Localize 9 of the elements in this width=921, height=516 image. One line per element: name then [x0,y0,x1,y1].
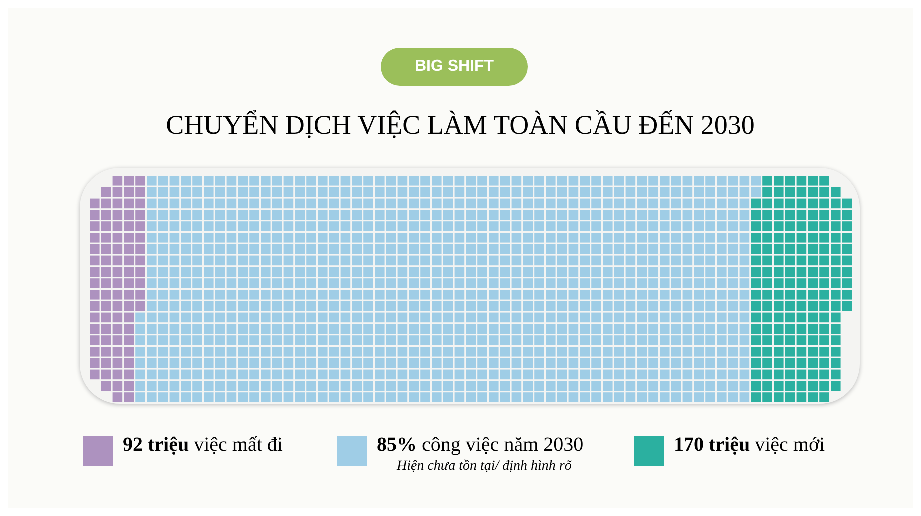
text: BIG SHIFT [381,48,528,86]
category-label: việc mới [755,434,826,456]
data-label: 170 triệu [674,434,750,456]
data-label: 92 triệu [123,434,190,456]
category-label: việc mất đi [194,434,283,456]
data-label: 85% [377,434,417,456]
category-label: công việc năm 2030 [422,434,584,456]
text: Hiện chưa tồn tại/ định hình rõ [397,459,572,474]
text: CHUYỂN DỊCH VIỆC LÀM TOÀN CẦU ĐẾN 2030 [165,110,756,141]
